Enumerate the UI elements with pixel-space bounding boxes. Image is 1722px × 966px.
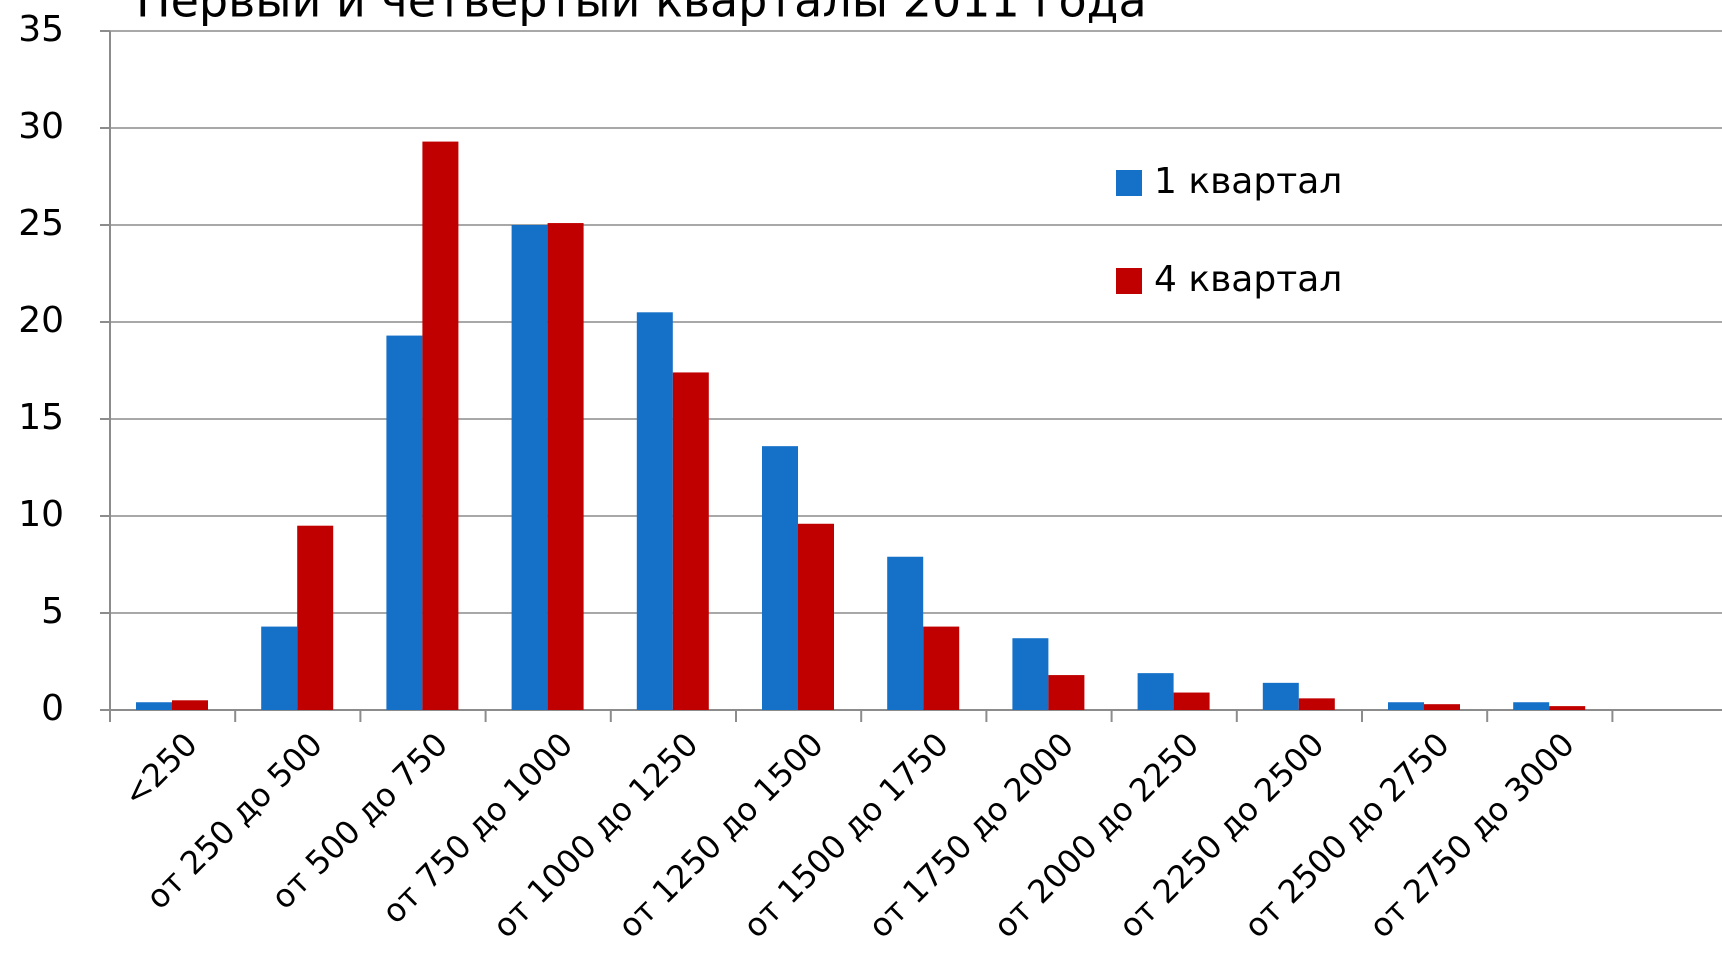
bar — [1424, 704, 1460, 710]
legend-label: 4 квартал — [1154, 259, 1342, 300]
y-tick-label: 5 — [41, 591, 64, 632]
bar — [762, 446, 798, 710]
x-tick-label: от 2250 до 2500 — [1111, 725, 1331, 945]
bar — [1173, 692, 1210, 710]
y-tick-label: 35 — [18, 9, 64, 50]
x-tick-label: от 1000 до 1250 — [485, 725, 705, 945]
legend-swatch — [1116, 268, 1142, 294]
bar — [672, 372, 709, 710]
bar — [1012, 638, 1049, 710]
bar — [1137, 673, 1174, 710]
y-tick-label: 10 — [18, 494, 64, 535]
bar — [386, 335, 423, 710]
y-tick-label: 30 — [18, 106, 64, 147]
y-tick-label: 25 — [18, 203, 64, 244]
bar — [1388, 702, 1424, 710]
bar — [1298, 698, 1335, 710]
legend-swatch — [1116, 170, 1142, 196]
bar — [923, 626, 960, 710]
bar — [1048, 675, 1085, 710]
x-tick-label: от 2750 до 3000 — [1362, 725, 1582, 945]
y-tick-label: 0 — [41, 688, 64, 729]
bar — [636, 312, 673, 710]
bar — [297, 525, 334, 710]
bar — [798, 523, 834, 710]
x-tick-label: от 1500 до 1750 — [736, 725, 956, 945]
x-tick-label: от 2500 до 2750 — [1236, 725, 1456, 945]
bar — [422, 141, 459, 710]
chart-title: Первый и четвертый кварталы 2011 года — [136, 0, 1147, 28]
bar — [1549, 706, 1586, 710]
bar — [887, 556, 924, 710]
bar — [136, 702, 172, 710]
x-tick-label: <250 — [116, 725, 205, 814]
bar — [261, 626, 298, 710]
x-tick-label: от 1750 до 2000 — [861, 725, 1081, 945]
x-tick-label: от 2000 до 2250 — [986, 725, 1206, 945]
bar — [547, 223, 584, 710]
bar — [1513, 702, 1550, 710]
bar — [172, 700, 208, 710]
bar — [1262, 682, 1299, 710]
bar — [511, 225, 548, 710]
y-tick-label: 20 — [18, 300, 64, 341]
y-tick-label: 15 — [18, 397, 64, 438]
x-tick-label: от 1250 до 1500 — [610, 725, 830, 945]
legend-label: 1 квартал — [1154, 161, 1342, 202]
